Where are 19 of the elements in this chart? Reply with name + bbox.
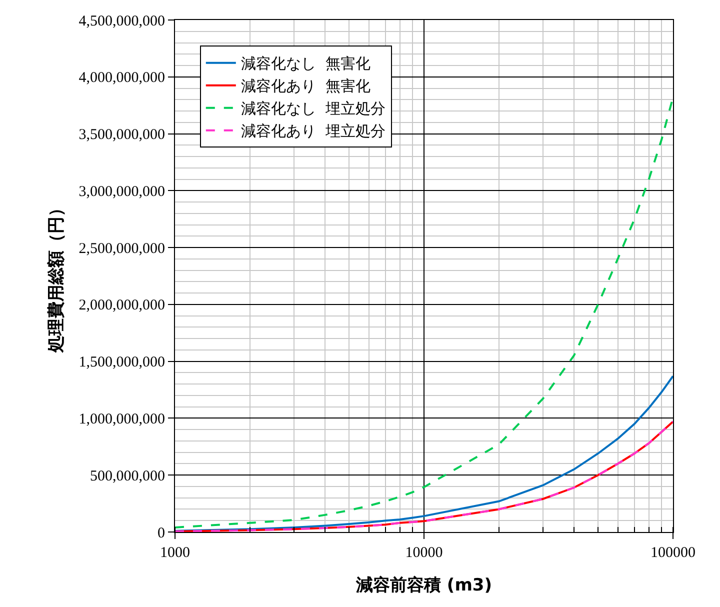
y-tick-label: 3,500,000,000 xyxy=(78,127,165,144)
y-tick-label: 2,000,000,000 xyxy=(78,298,165,314)
x-axis-title: 減容前容積 (m3) xyxy=(355,575,492,596)
legend-label: 減容化あり 無害化 xyxy=(240,77,370,96)
y-tick-label: 2,500,000,000 xyxy=(78,240,165,257)
y-tick-label: 500,000,000 xyxy=(90,468,165,484)
y-tick-label: 0 xyxy=(158,525,165,542)
y-tick-label: 1,000,000,000 xyxy=(78,411,165,428)
x-tick-label: 10000 xyxy=(405,545,443,561)
y-tick-label: 3,000,000,000 xyxy=(78,184,165,200)
legend-label: 減容化あり 埋立処分 xyxy=(240,122,386,140)
y-axis-title: 処理費用総額（円） xyxy=(46,200,66,354)
x-tick-label: 1000 xyxy=(160,545,190,561)
y-tick-label: 4,500,000,000 xyxy=(78,13,165,30)
y-tick-label: 4,000,000,000 xyxy=(78,70,165,86)
x-tick-label: 100000 xyxy=(650,545,696,561)
y-tick-label: 1,500,000,000 xyxy=(78,354,165,371)
legend-label: 減容化なし 無害化 xyxy=(240,54,370,73)
legend-label: 減容化なし 埋立処分 xyxy=(240,100,386,118)
